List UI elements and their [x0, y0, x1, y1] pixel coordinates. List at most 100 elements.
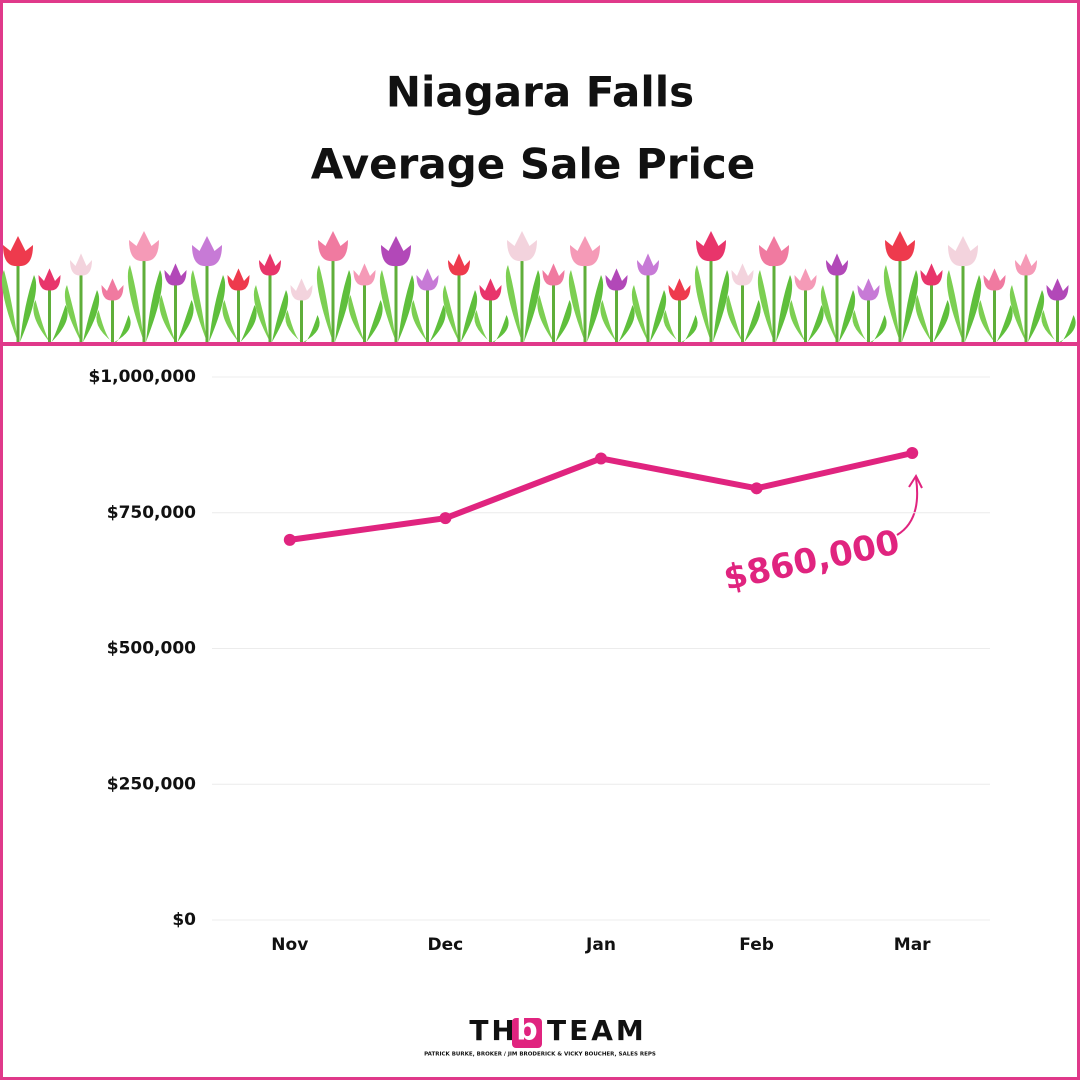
tulip-leaf — [650, 290, 667, 342]
y-tick-label: $500,000 — [107, 639, 196, 659]
x-tick-label: Dec — [428, 935, 464, 955]
tulip-head — [101, 278, 124, 301]
tulip-leaf — [209, 275, 226, 342]
tulip-leaf — [757, 270, 774, 342]
chart-title: Average Sale Price — [311, 140, 755, 189]
tulip-leaf — [64, 285, 81, 342]
tulip-head — [1046, 278, 1069, 301]
tulip-leaf — [978, 300, 995, 342]
tulip-leaf — [159, 295, 176, 342]
tulip-leaf — [744, 300, 761, 342]
tulip-band — [1, 231, 1076, 343]
tulip-leaf — [96, 310, 113, 342]
logo-mark-bg — [512, 1018, 542, 1048]
tulip-leaf — [429, 305, 446, 342]
data-point — [906, 447, 919, 460]
tulip-leaf — [587, 275, 604, 342]
tulip-leaf — [915, 295, 932, 342]
tulip-leaf — [789, 300, 806, 342]
tulip-leaf — [474, 310, 491, 342]
logo-text: TEAM — [547, 1014, 647, 1047]
x-tick-label: Feb — [739, 935, 774, 955]
tulip-leaf — [127, 265, 144, 342]
tulip-leaf — [505, 265, 522, 342]
tulip-leaf — [852, 310, 869, 342]
tulip-leaf — [177, 300, 194, 342]
tulip-leaf — [398, 275, 415, 342]
tulip-leaf — [965, 275, 982, 342]
tulip-head — [192, 236, 222, 267]
tulip-head — [1015, 253, 1037, 276]
tulip-leaf — [839, 290, 856, 342]
tulip-leaf — [366, 300, 383, 342]
tulip-leaf — [461, 290, 478, 342]
tulip-head — [668, 278, 691, 301]
data-point — [439, 512, 452, 525]
tulip-leaf — [726, 295, 743, 342]
tulip-leaf — [681, 315, 698, 343]
tulip-leaf — [555, 300, 572, 342]
tulip-head — [448, 253, 470, 276]
tulip-leaf — [316, 265, 333, 342]
tulip-head — [479, 278, 502, 301]
tulip-head — [983, 268, 1006, 291]
tulip-head — [353, 263, 376, 286]
tulip-head — [885, 231, 915, 262]
tulip-head — [227, 268, 250, 291]
tulip-leaf — [883, 265, 900, 342]
logo-mark: b — [516, 1013, 537, 1048]
tulip-leaf — [303, 315, 320, 343]
tulip-leaf — [902, 270, 919, 342]
tulip-head — [696, 231, 726, 262]
tulip-leaf — [631, 285, 648, 342]
tulip-head — [570, 236, 600, 267]
tulip-leaf — [600, 300, 617, 342]
tulip-leaf — [946, 270, 963, 342]
tulip-leaf — [240, 305, 257, 342]
y-tick-label: $250,000 — [107, 774, 196, 794]
tulip-leaf — [411, 300, 428, 342]
tulip-head — [857, 278, 880, 301]
tulip-leaf — [272, 290, 289, 342]
tulip-leaf — [1041, 310, 1058, 342]
tulip-leaf — [442, 285, 459, 342]
y-tick-label: $0 — [172, 910, 196, 930]
y-tick-label: $1,000,000 — [88, 367, 196, 387]
tulip-head — [3, 236, 33, 267]
tulip-head — [637, 253, 659, 276]
tulip-leaf — [348, 295, 365, 342]
tulip-head — [826, 253, 848, 276]
tulip-head — [507, 231, 537, 262]
tulip-leaf — [807, 305, 824, 342]
tulip-leaf — [146, 270, 163, 342]
data-label: $860,000 — [720, 522, 903, 598]
x-tick-label: Jan — [585, 935, 616, 955]
tulip-head — [731, 263, 754, 286]
tulip-leaf — [694, 265, 711, 342]
data-point — [595, 452, 607, 465]
tulip-leaf — [933, 300, 950, 342]
tulip-leaf — [870, 315, 887, 343]
annotation-arrow — [896, 477, 919, 536]
tulip-leaf — [379, 270, 396, 342]
tulip-head — [948, 236, 978, 267]
chart-title: Niagara Falls — [386, 68, 694, 117]
tulip-head — [416, 268, 439, 291]
tulip-leaf — [1028, 290, 1045, 342]
tulip-leaf — [524, 270, 541, 342]
tulip-head — [542, 263, 565, 286]
tulip-leaf — [537, 295, 554, 342]
tulip-leaf — [114, 315, 131, 343]
tulip-leaf — [51, 305, 68, 342]
tulip-head — [759, 236, 789, 267]
tulip-leaf — [83, 290, 100, 342]
tulip-leaf — [1009, 285, 1026, 342]
tulip-leaf — [663, 310, 680, 342]
tulip-head — [38, 268, 61, 291]
x-tick-label: Mar — [894, 935, 931, 955]
tulip-leaf — [190, 270, 207, 342]
tulip-leaf — [492, 315, 509, 343]
tulip-head — [605, 268, 628, 291]
